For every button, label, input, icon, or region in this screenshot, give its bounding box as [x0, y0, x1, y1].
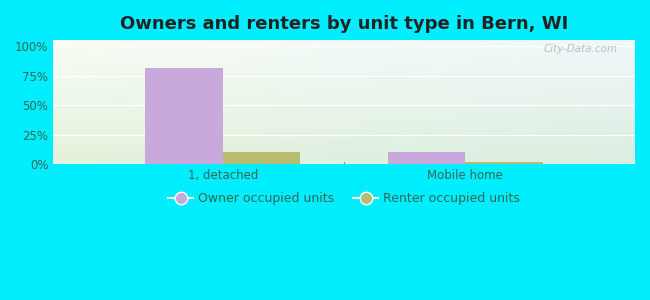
Bar — [146, 68, 223, 164]
Legend: Owner occupied units, Renter occupied units: Owner occupied units, Renter occupied un… — [163, 187, 525, 210]
Bar — [388, 152, 465, 164]
Text: City-Data.com: City-Data.com — [543, 44, 618, 54]
Bar — [223, 152, 300, 164]
Title: Owners and renters by unit type in Bern, WI: Owners and renters by unit type in Bern,… — [120, 15, 568, 33]
Bar — [465, 162, 543, 164]
